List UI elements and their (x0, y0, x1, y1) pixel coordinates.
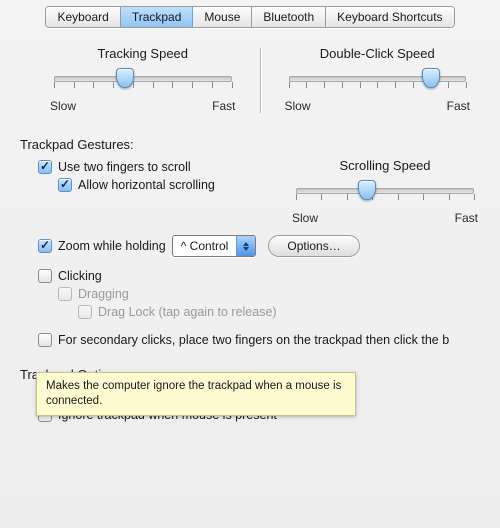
slider-thumb[interactable] (422, 68, 440, 88)
allow-horizontal-label: Allow horizontal scrolling (78, 178, 215, 192)
scrolling-slow-label: Slow (292, 211, 318, 225)
secondary-click-checkbox[interactable] (38, 333, 52, 347)
doubleclick-fast-label: Fast (447, 99, 470, 113)
drag-lock-checkbox[interactable] (78, 305, 92, 319)
modifier-key-value: ^ Control (173, 239, 237, 253)
chevron-updown-icon (236, 236, 255, 256)
tab-mouse[interactable]: Mouse (193, 7, 252, 27)
modifier-key-select[interactable]: ^ Control (172, 235, 257, 257)
scrolling-fast-label: Fast (455, 211, 478, 225)
two-fingers-scroll-label: Use two fingers to scroll (58, 160, 191, 174)
tab-trackpad[interactable]: Trackpad (121, 7, 194, 27)
help-tooltip: Makes the computer ignore the trackpad w… (36, 372, 356, 416)
slider-thumb[interactable] (358, 180, 376, 200)
tab-keyboard[interactable]: Keyboard (46, 7, 120, 27)
doubleclick-speed-title: Double-Click Speed (275, 28, 481, 67)
tracking-fast-label: Fast (212, 99, 235, 113)
tab-bluetooth[interactable]: Bluetooth (252, 7, 326, 27)
tracking-slow-label: Slow (50, 99, 76, 113)
vertical-divider (260, 48, 261, 113)
secondary-click-label: For secondary clicks, place two fingers … (58, 333, 449, 347)
scrolling-speed-title: Scrolling Speed (290, 158, 480, 179)
clicking-checkbox[interactable] (38, 269, 52, 283)
drag-lock-label: Drag Lock (tap again to release) (98, 305, 277, 319)
zoom-holding-checkbox[interactable] (38, 239, 52, 253)
preference-tabs: KeyboardTrackpadMouseBluetoothKeyboard S… (0, 6, 500, 28)
scrolling-speed-slider[interactable] (296, 181, 474, 211)
two-fingers-scroll-checkbox[interactable] (38, 160, 52, 174)
dragging-label: Dragging (78, 287, 129, 301)
slider-thumb[interactable] (116, 68, 134, 88)
dragging-checkbox[interactable] (58, 287, 72, 301)
doubleclick-slow-label: Slow (285, 99, 311, 113)
zoom-holding-label: Zoom while holding (58, 239, 166, 253)
options-button[interactable]: Options… (268, 235, 359, 257)
gestures-section-title: Trackpad Gestures: (0, 113, 500, 158)
doubleclick-speed-slider[interactable] (289, 69, 467, 99)
allow-horizontal-checkbox[interactable] (58, 178, 72, 192)
tracking-speed-title: Tracking Speed (40, 28, 246, 67)
clicking-label: Clicking (58, 269, 102, 283)
tracking-speed-slider[interactable] (54, 69, 232, 99)
tab-keyboard-shortcuts[interactable]: Keyboard Shortcuts (326, 7, 453, 27)
